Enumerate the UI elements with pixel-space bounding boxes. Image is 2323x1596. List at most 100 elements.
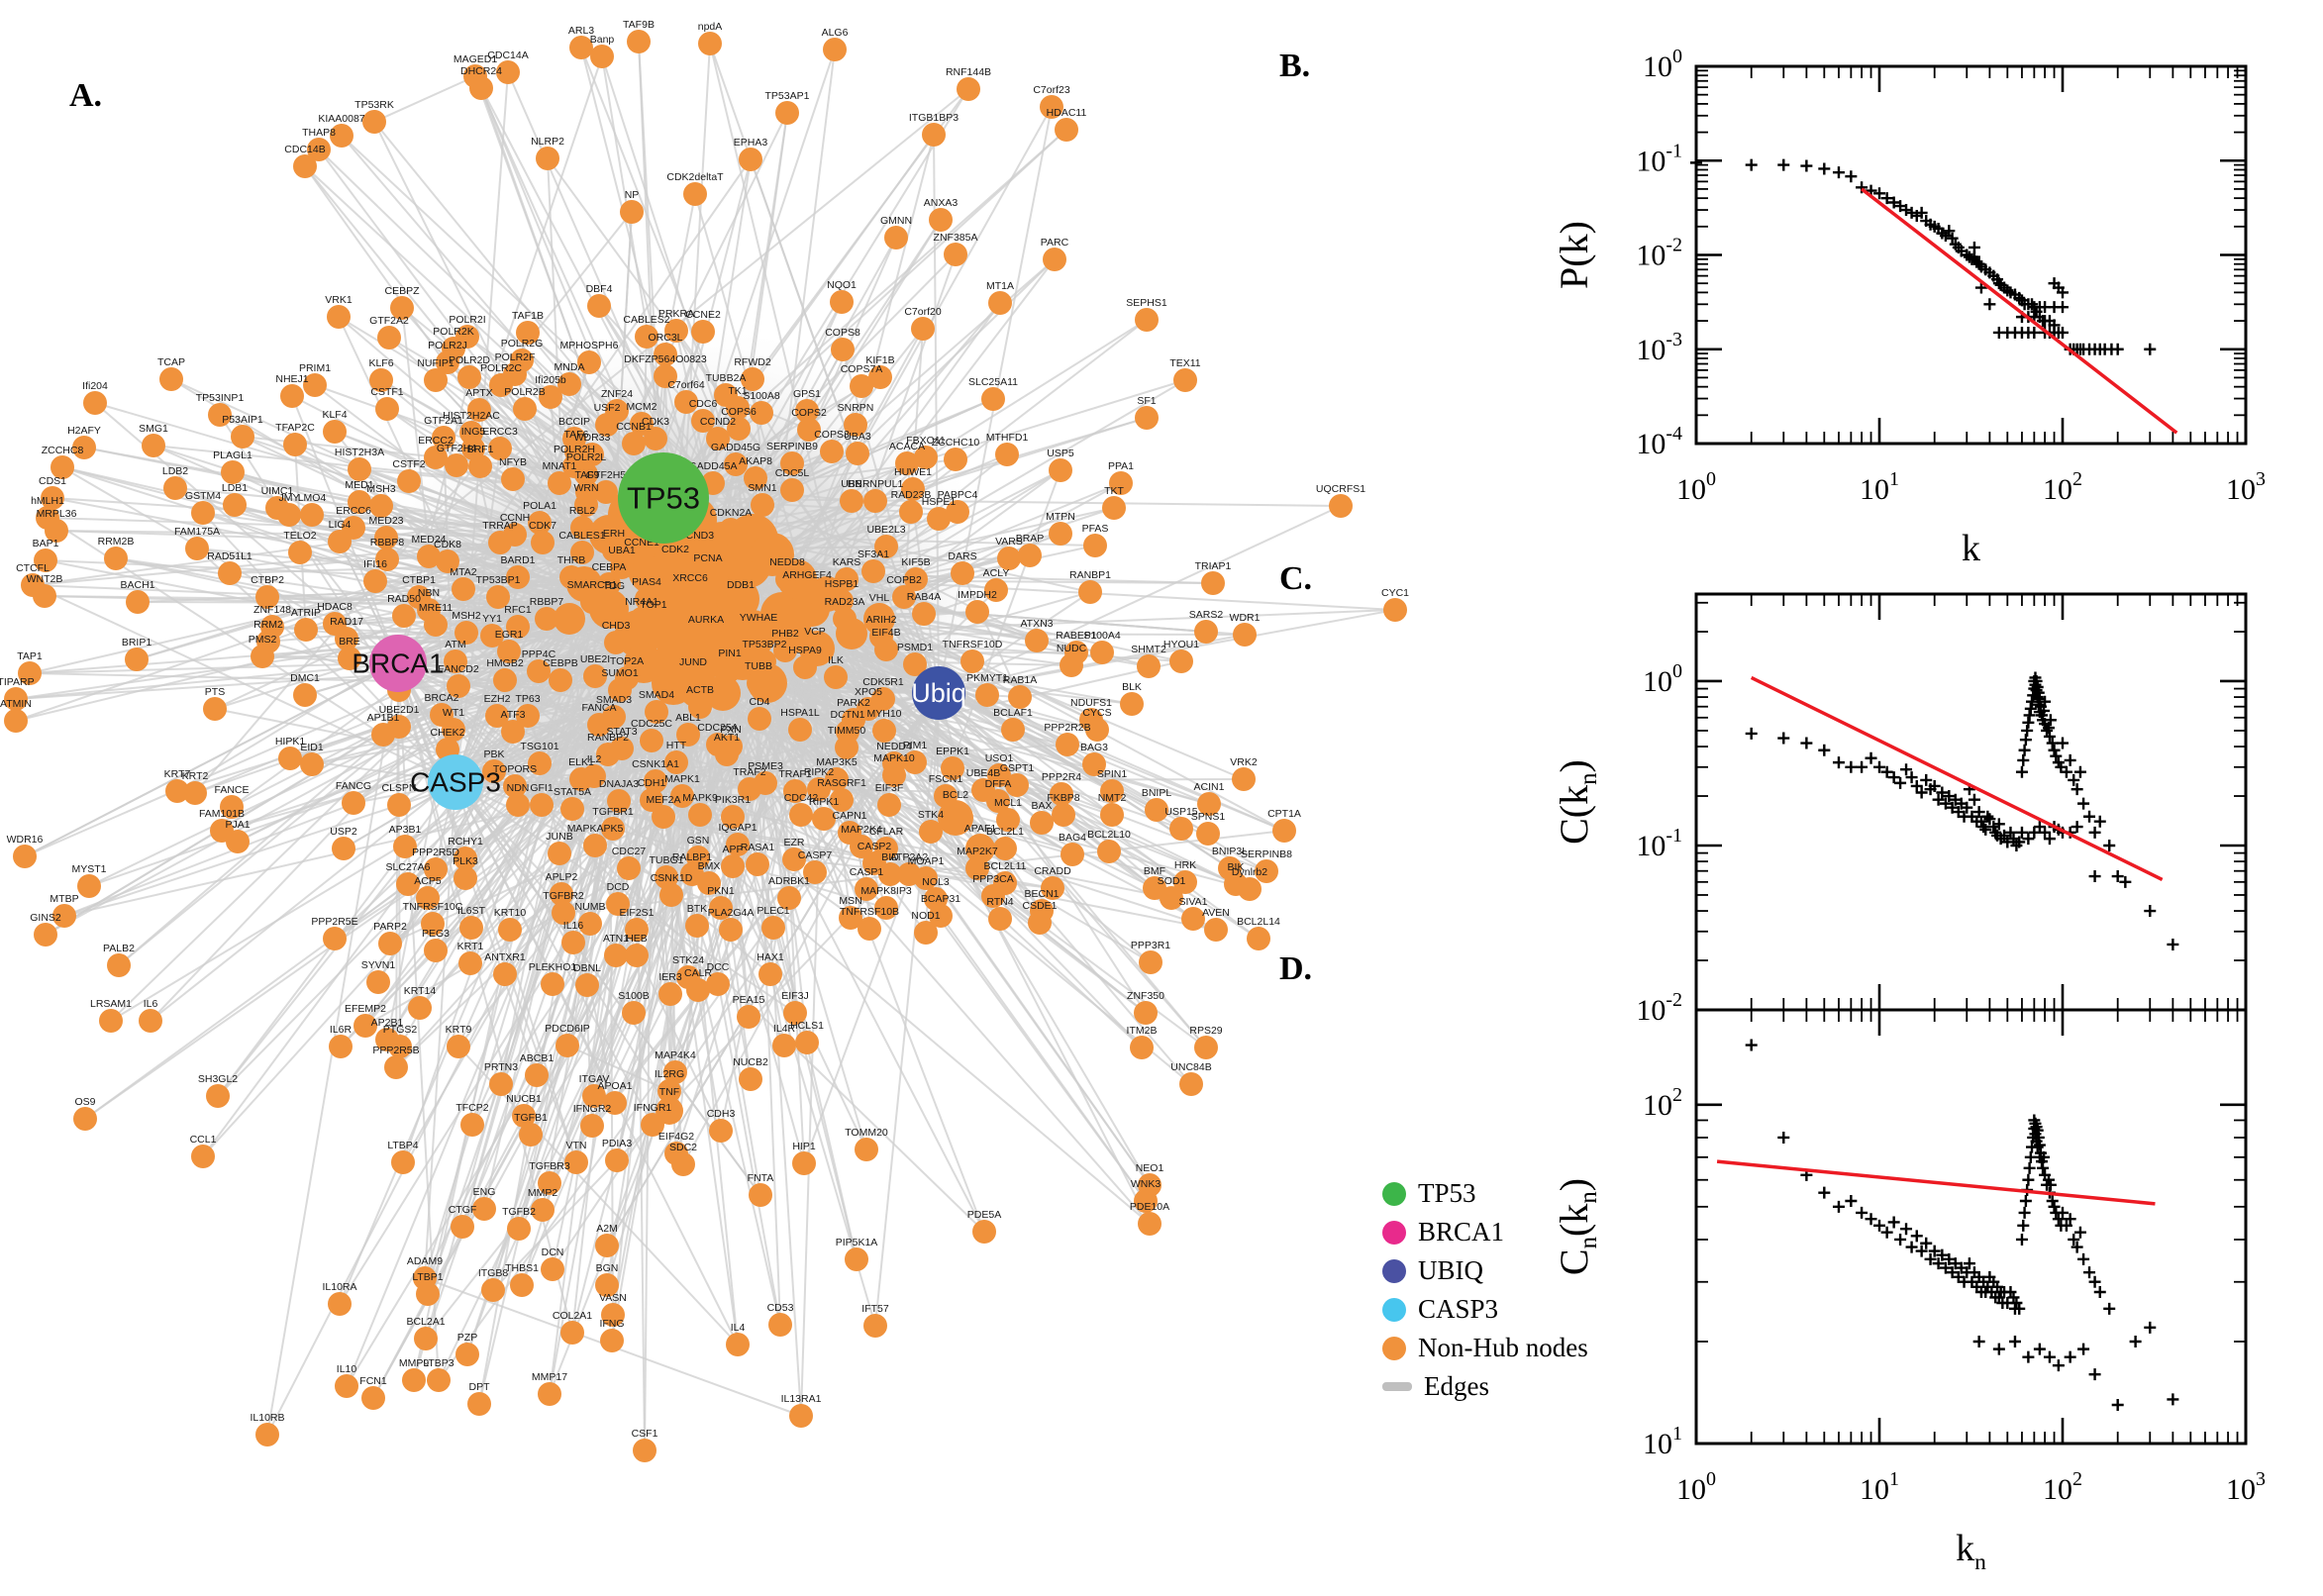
network-node-label: RABEP1: [1056, 630, 1097, 642]
y-axis-label: C(kn): [1552, 759, 1602, 845]
network-node-label: BARD1: [500, 554, 535, 566]
network-node-label: TOMM20: [845, 1127, 888, 1139]
network-node: [1383, 598, 1407, 622]
network-node-label: ORC3L: [648, 332, 682, 344]
data-point: [2043, 833, 2056, 846]
network-node-label: LTBP4: [387, 1140, 418, 1151]
network-node-label: XPO5: [855, 686, 882, 698]
network-node: [741, 367, 764, 391]
network-node-label: PKMYT1: [966, 672, 1008, 684]
data-point: [2073, 1226, 2086, 1239]
data-point: [2068, 1233, 2080, 1246]
network-node: [823, 38, 847, 61]
network-node: [706, 972, 730, 996]
network-node: [738, 777, 761, 801]
network-node-label: PSMD1: [897, 642, 933, 653]
network-node-label: POLR2J: [428, 340, 467, 351]
network-node: [855, 877, 878, 901]
data-point: [1845, 170, 1858, 183]
network-node: [777, 886, 801, 910]
network-node: [951, 561, 974, 585]
tp53-dot-icon: [1382, 1181, 1406, 1206]
network-node: [640, 788, 663, 812]
data-point: [1777, 158, 1790, 171]
data-point: [1920, 1237, 1933, 1249]
network-node-label: PDE5A: [967, 1209, 1001, 1221]
network-node-label: OS9: [74, 1096, 95, 1108]
network-edge: [961, 572, 1021, 698]
data-point: [1894, 1233, 1907, 1246]
ubiq-dot-icon: [1382, 1258, 1406, 1283]
network-node: [507, 1217, 531, 1241]
network-node: [549, 668, 572, 692]
data-point: [1900, 1223, 1913, 1236]
network-node-label: DFFA: [985, 778, 1012, 790]
network-node: [680, 862, 704, 886]
network-node: [1043, 248, 1066, 271]
tick-layer: [1694, 1010, 2248, 1446]
network-node-label: ZCCHC8: [42, 445, 84, 456]
network-node: [482, 759, 506, 783]
network-node-label: ZNF385A: [934, 232, 978, 244]
network-node-label: WDR33: [574, 432, 611, 444]
network-node-label: TNFRSF10B: [840, 906, 899, 918]
scatter-layer: [1690, 156, 2157, 355]
network-node: [1028, 911, 1052, 935]
network-node-label: JUND: [679, 656, 707, 668]
network-node: [348, 490, 371, 514]
data-point: [2041, 724, 2054, 737]
network-node-label: POLA1: [523, 500, 556, 512]
network-node: [513, 397, 537, 421]
network-node: [329, 1035, 353, 1058]
data-point: [1946, 801, 1959, 814]
network-node: [850, 374, 873, 398]
network-node: [744, 466, 767, 490]
network-node-label: CASP1: [850, 866, 884, 878]
network-node-label: Dynlrb2: [1232, 866, 1267, 878]
network-node-label: BCL2L14: [1237, 916, 1280, 928]
network-node: [877, 793, 901, 817]
network-node: [107, 953, 131, 977]
data-point: [2103, 1302, 2116, 1315]
data-point: [1932, 793, 1945, 806]
network-node-label: BRE: [339, 636, 360, 648]
network-node-label: PPP2R5B: [372, 1045, 419, 1056]
network-node: [538, 1382, 561, 1406]
network-node: [1197, 792, 1221, 816]
network-node: [442, 718, 465, 742]
data-point: [1932, 1257, 1945, 1270]
network-node-label: HSPB1: [825, 578, 859, 590]
y-tick-label: 101: [1643, 1423, 1682, 1460]
network-node: [795, 1031, 819, 1054]
network-node: [387, 715, 411, 739]
network-node: [527, 659, 551, 683]
data-point: [2103, 839, 2116, 851]
data-point: [2022, 833, 2035, 846]
network-node: [698, 32, 722, 55]
network-node: [251, 645, 274, 668]
network-node-label: BECN1: [1024, 888, 1059, 900]
network-node: [1247, 927, 1270, 950]
network-node-label: NFYB: [499, 456, 527, 468]
network-node-label: PDIA3: [602, 1138, 633, 1149]
network-edge: [386, 632, 467, 1041]
network-edge: [339, 534, 666, 1305]
network-node: [50, 455, 74, 479]
network-node: [1050, 782, 1073, 806]
data-point: [2064, 753, 2076, 766]
network-node: [489, 1072, 513, 1096]
network-node: [655, 865, 678, 889]
data-point: [2046, 737, 2059, 749]
network-node-label: IL6ST: [457, 905, 486, 917]
network-node-label: PABPC4: [938, 489, 978, 501]
data-point: [1856, 181, 1868, 194]
network-node: [424, 613, 448, 637]
network-node: [600, 1329, 624, 1352]
network-node-label: MYST1: [71, 863, 106, 875]
network-node: [965, 600, 989, 624]
network-node: [218, 561, 242, 585]
network-node: [1100, 803, 1124, 827]
core-node: [705, 675, 741, 711]
network-node: [1329, 494, 1353, 518]
